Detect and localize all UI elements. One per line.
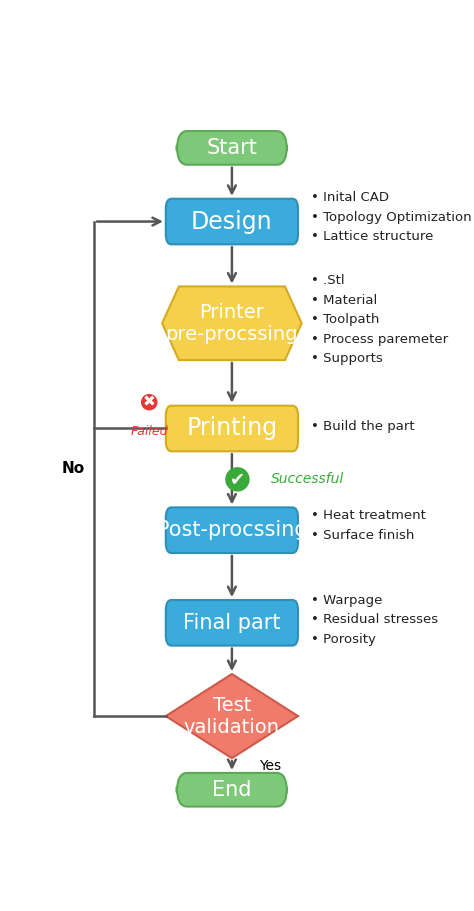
FancyBboxPatch shape [177, 773, 287, 806]
Text: Start: Start [207, 138, 257, 158]
Text: • .Stl
• Material
• Toolpath
• Process paremeter
• Supports: • .Stl • Material • Toolpath • Process p… [311, 274, 448, 365]
Text: Test
validation: Test validation [184, 696, 280, 737]
Text: End: End [212, 780, 252, 800]
Text: No: No [62, 461, 85, 476]
Text: Printer
pre-procssing: Printer pre-procssing [165, 302, 298, 343]
Text: Final part: Final part [183, 613, 281, 633]
FancyBboxPatch shape [177, 131, 287, 165]
Text: ✔: ✔ [230, 470, 245, 488]
Polygon shape [166, 674, 298, 758]
Text: • Heat treatment
• Surface finish: • Heat treatment • Surface finish [311, 509, 426, 541]
Text: ✖: ✖ [143, 394, 155, 410]
Text: • Build the part: • Build the part [311, 420, 414, 433]
FancyBboxPatch shape [166, 199, 298, 244]
Text: Printing: Printing [186, 416, 277, 441]
Text: Successful: Successful [271, 472, 344, 486]
Text: • Warpage
• Residual stresses
• Porosity: • Warpage • Residual stresses • Porosity [311, 594, 438, 646]
Text: Design: Design [191, 210, 273, 233]
FancyBboxPatch shape [166, 507, 298, 553]
Text: Yes: Yes [259, 759, 282, 773]
Polygon shape [162, 286, 301, 360]
Text: Post-procssing: Post-procssing [156, 520, 307, 540]
Text: • Inital CAD
• Topology Optimization
• Lattice structure: • Inital CAD • Topology Optimization • L… [311, 191, 472, 243]
FancyBboxPatch shape [166, 405, 298, 451]
FancyBboxPatch shape [166, 600, 298, 646]
Text: Failed: Failed [130, 425, 168, 437]
